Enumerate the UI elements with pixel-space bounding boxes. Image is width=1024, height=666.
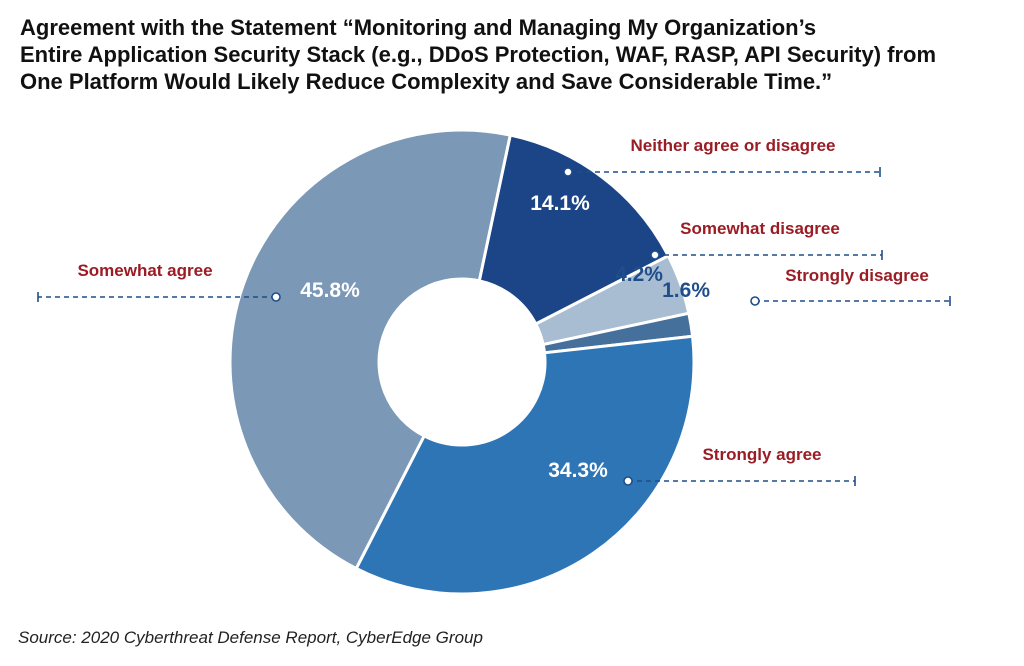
category-label: Somewhat disagree (680, 219, 840, 238)
value-label: 4.2% (615, 263, 663, 286)
chart-title-line-3: One Platform Would Likely Reduce Complex… (20, 69, 833, 94)
slice-somewhat-agree (228, 128, 513, 571)
value-label: 34.3% (548, 459, 608, 482)
value-label: 1.6% (662, 279, 710, 302)
slice-strongly-agree (354, 334, 696, 596)
leader-dot (271, 292, 281, 302)
category-label: Somewhat agree (77, 261, 212, 280)
source-note: Source: 2020 Cyberthreat Defense Report,… (18, 628, 483, 647)
slices (228, 128, 696, 596)
leader-dot (750, 296, 760, 306)
slice-neither-agree-or-disagree (477, 133, 671, 327)
category-label: Strongly agree (702, 445, 821, 464)
chart-title: Agreement with the Statement “Monitoring… (20, 14, 1010, 95)
chart-title-line-2: Entire Application Security Stack (e.g.,… (20, 42, 937, 67)
value-label: 14.1% (530, 192, 590, 215)
leader-dot (650, 250, 660, 260)
leader-dot (623, 476, 633, 486)
category-label: Strongly disagree (785, 266, 929, 285)
labels: 14.1% Neither agree or disagree 4.2% Somewh… (37, 136, 951, 486)
category-label: Neither agree or disagree (630, 136, 835, 155)
chart-title-line-1: Agreement with the Statement “Monitoring… (20, 15, 817, 40)
leader-dot (563, 167, 573, 177)
value-label: 45.8% (300, 279, 360, 302)
